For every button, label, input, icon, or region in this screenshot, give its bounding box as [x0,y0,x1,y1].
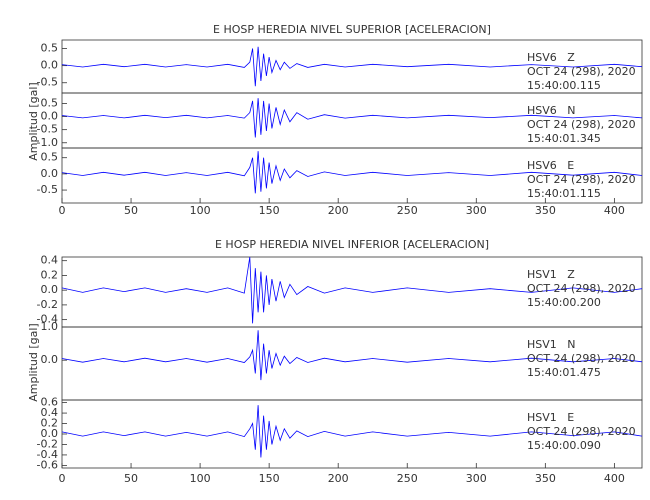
waveform [61,151,643,194]
trace-annotation: HSV6 Z [527,51,575,64]
trace-annotation: 15:40:01.475 [527,366,601,379]
y-tick-label: -0.4 [37,313,58,326]
x-tick-label: 200 [328,204,349,217]
x-tick-label: 400 [604,472,625,485]
trace-annotation: OCT 24 (298), 2020 [527,173,636,186]
trace-annotation: 15:40:01.345 [527,132,601,145]
y-tick-label: 0.0 [41,353,59,366]
trace-annotation: HSV6 N [527,104,576,117]
x-tick-label: 250 [397,204,418,217]
trace-annotation: OCT 24 (298), 2020 [527,425,636,438]
y-tick-label: 0.5 [41,42,59,55]
x-tick-label: 350 [535,204,556,217]
trace-annotation: HSV1 Z [527,268,575,281]
trace-annotation: 15:40:00.090 [527,439,601,452]
waveform [61,46,643,87]
waveform [61,256,643,324]
y-tick-label: 0.2 [41,268,59,281]
x-tick-label: 150 [259,204,280,217]
trace-annotation: OCT 24 (298), 2020 [527,282,636,295]
y-tick-label: -0.5 [37,123,58,136]
x-tick-label: 100 [190,472,211,485]
y-tick-label: -0.5 [37,183,58,196]
y-tick-label: 0.6 [41,396,59,409]
y-tick-label: -0.5 [37,76,58,89]
y-tick-label: 0.0 [41,283,59,296]
x-tick-label: 300 [466,472,487,485]
trace-annotation: HSV1 E [527,411,574,424]
y-tick-label: 0.0 [41,59,59,72]
x-tick-label: 250 [397,472,418,485]
trace-annotation: OCT 24 (298), 2020 [527,118,636,131]
trace-annotation: OCT 24 (298), 2020 [527,352,636,365]
x-tick-label: 150 [259,472,280,485]
y-tick-label: -0.2 [37,298,58,311]
trace-annotation: HSV1 N [527,338,576,351]
x-tick-label: 300 [466,204,487,217]
x-tick-label: 200 [328,472,349,485]
y-tick-label: 1.0 [41,320,59,333]
waveform [61,330,643,381]
y-tick-label: 0.0 [41,167,59,180]
trace-annotation: HSV6 E [527,159,574,172]
waveform [61,98,643,138]
chart-title: E HOSP HEREDIA NIVEL SUPERIOR [ACELERACI… [213,23,491,36]
x-tick-label: 50 [124,204,138,217]
y-tick-label: -0.6 [37,458,58,471]
y-tick-label: 0.0 [41,110,59,123]
y-tick-label: 0.5 [41,151,59,164]
trace-annotation: 15:40:00.115 [527,79,601,92]
trace-annotation: 15:40:01.115 [527,187,601,200]
trace-annotation: OCT 24 (298), 2020 [527,65,636,78]
y-axis-label: Amplitud [gal] [27,82,40,160]
x-tick-label: 400 [604,204,625,217]
y-tick-label: -1.0 [37,136,58,149]
x-tick-label: 50 [124,472,138,485]
y-tick-label: 0.2 [41,417,59,430]
waveform [61,405,643,458]
x-tick-label: 100 [190,204,211,217]
y-tick-label: 0.5 [41,96,59,109]
y-tick-label: -0.4 [37,448,58,461]
trace-annotation: 15:40:00.200 [527,296,601,309]
y-tick-label: 0.4 [41,254,59,267]
x-tick-label: 0 [59,472,66,485]
y-axis-label: Amplitud [gal] [27,323,40,401]
x-tick-label: 350 [535,472,556,485]
y-tick-label: 0.4 [41,406,59,419]
x-tick-label: 0 [59,204,66,217]
chart-title: E HOSP HEREDIA NIVEL INFERIOR [ACELERACI… [215,238,489,251]
y-tick-label: -0.2 [37,437,58,450]
y-tick-label: 0.0 [41,427,59,440]
